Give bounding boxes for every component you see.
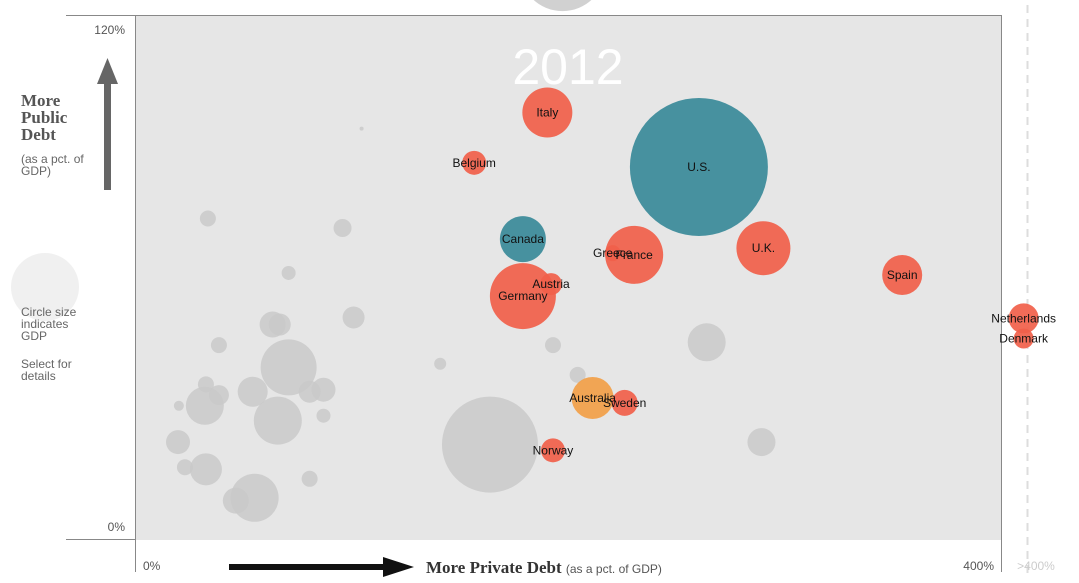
x-axis-arrow: [229, 557, 414, 577]
other-countries-layer: [166, 0, 776, 522]
bubble-italy[interactable]: [522, 87, 573, 138]
other-country-bubble[interactable]: [260, 339, 317, 396]
bubble-denmark[interactable]: [1013, 328, 1034, 349]
year-label: 2012: [512, 39, 623, 95]
other-country-bubble[interactable]: [166, 430, 191, 455]
other-country-bubble[interactable]: [301, 470, 318, 487]
size-legend-circle: [11, 253, 79, 321]
other-country-bubble[interactable]: [311, 377, 336, 402]
bubble-netherlands[interactable]: [1008, 303, 1039, 334]
x-tick-overflow: >400%: [1017, 559, 1055, 573]
other-country-bubble[interactable]: [189, 453, 222, 486]
other-country-bubble[interactable]: [316, 408, 331, 423]
bubble-u-k[interactable]: [736, 221, 791, 276]
y-axis-subtitle: (as a pct. of GDP): [21, 152, 84, 178]
y-axis-arrow: [97, 58, 118, 190]
other-country-bubble[interactable]: [268, 313, 291, 336]
other-country-bubble[interactable]: [544, 337, 561, 354]
x-tick-max: 400%: [963, 559, 994, 573]
other-country-bubble[interactable]: [210, 337, 227, 354]
bubble-spain[interactable]: [882, 255, 923, 296]
other-country-bubble[interactable]: [434, 357, 447, 370]
other-country-bubble[interactable]: [569, 366, 586, 383]
other-country-bubble[interactable]: [199, 210, 216, 227]
x-tick-min: 0%: [143, 559, 161, 573]
y-tick-max: 120%: [94, 23, 125, 37]
y-axis-title: More Public Debt: [21, 91, 68, 144]
bubble-belgium[interactable]: [462, 150, 487, 175]
select-note: Select for details: [21, 357, 72, 383]
x-axis-subtitle: (as a pct. of GDP): [565, 562, 662, 576]
other-country-bubble[interactable]: [747, 428, 776, 457]
other-country-bubble[interactable]: [222, 487, 249, 514]
other-country-bubble[interactable]: [333, 219, 352, 237]
bubble-u-s[interactable]: [629, 97, 768, 236]
other-country-bubble[interactable]: [342, 306, 365, 329]
other-country-bubble[interactable]: [441, 396, 538, 493]
size-legend-note: Circle size indicates GDP: [21, 305, 77, 343]
other-country-bubble[interactable]: [281, 265, 296, 280]
other-country-bubble[interactable]: [237, 376, 268, 407]
highlighted-countries-layer: [462, 87, 1039, 463]
other-country-bubble[interactable]: [687, 323, 726, 362]
other-country-bubble[interactable]: [520, 0, 606, 12]
other-country-bubble[interactable]: [173, 400, 184, 411]
bubble-germany[interactable]: [489, 263, 556, 330]
x-axis-title: More Private Debt (as a pct. of GDP): [426, 558, 662, 578]
bubble-canada[interactable]: [499, 216, 546, 263]
x-axis-title-main: More Private Debt: [426, 558, 562, 577]
other-country-bubble[interactable]: [253, 396, 302, 445]
other-country-bubble[interactable]: [185, 386, 224, 425]
other-country-bubble[interactable]: [176, 459, 193, 476]
bubble-australia[interactable]: [571, 376, 614, 419]
bubble-sweden[interactable]: [611, 389, 638, 416]
y-tick-min: 0%: [108, 520, 126, 534]
other-country-bubble[interactable]: [359, 126, 364, 131]
bubble-norway[interactable]: [540, 438, 565, 463]
bubble-france[interactable]: [605, 225, 664, 284]
